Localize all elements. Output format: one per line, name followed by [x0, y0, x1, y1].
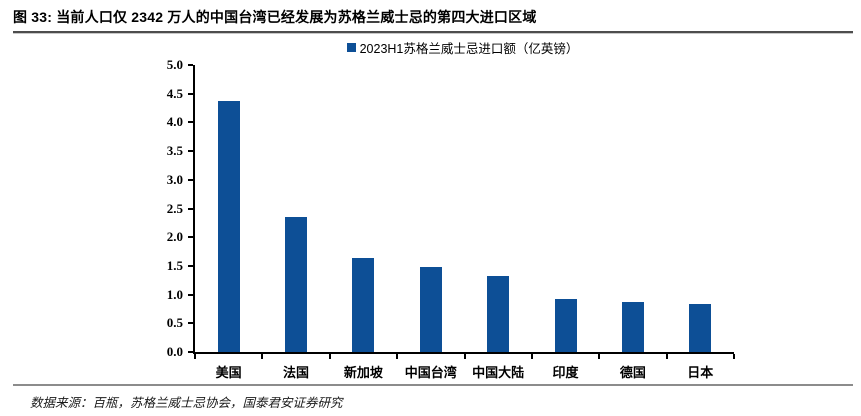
- x-axis-tick-mark: [328, 354, 331, 359]
- x-axis-tick-mark: [665, 354, 668, 359]
- x-axis-tick-mark: [194, 354, 196, 359]
- bar-中国台湾: [419, 267, 442, 352]
- y-axis-tick-mark: [188, 293, 193, 296]
- y-axis-tick-mark: [188, 121, 193, 124]
- y-axis-tick-label: 4.0: [166, 114, 183, 130]
- x-axis-category-label: 新加坡: [343, 365, 383, 380]
- bar-德国: [621, 301, 644, 352]
- x-axis-category-label: 中国台湾: [404, 365, 457, 380]
- x-axis-tick-mark: [530, 354, 533, 359]
- y-axis-tick-label: 0.5: [166, 315, 183, 331]
- x-axis-category-label: 中国大陆: [472, 365, 525, 380]
- y-axis-tick-mark: [188, 92, 193, 95]
- x-axis-category-label: 日本: [687, 365, 714, 380]
- x-axis-tick-mark: [733, 354, 735, 359]
- legend-label: 2023H1苏格兰威士忌进口额（亿英镑）: [359, 41, 579, 56]
- y-axis-tick-mark: [188, 207, 193, 210]
- y-axis-tick-mark: [188, 150, 193, 153]
- bar-法国: [285, 217, 308, 352]
- y-axis-tick-mark: [188, 264, 193, 267]
- y-axis-tick-mark: [188, 64, 193, 66]
- y-axis-tick-mark: [188, 322, 193, 325]
- y-axis-tick-label: 5.0: [166, 57, 183, 72]
- x-axis-tick-mark: [598, 354, 601, 359]
- data-source: 数据来源：百瓶，苏格兰威士忌协会，国泰君安证券研究: [30, 396, 343, 410]
- y-axis-tick-label: 2.5: [166, 200, 183, 216]
- legend-swatch-icon: [346, 42, 356, 52]
- bar-日本: [689, 304, 712, 352]
- plot-area: 0.0 0.5 1.0 1.5 2.0 2.5 3.0 3.5 4.0 4.5 5.0 美国 法国 新加坡…: [167, 57, 735, 380]
- y-axis-tick-label: 4.5: [166, 85, 183, 101]
- y-axis-tick-label: 3.5: [166, 143, 183, 159]
- y-axis-tick-label: 1.5: [166, 257, 183, 273]
- y-axis-tick-label: 0.0: [166, 344, 183, 359]
- x-axis-tick-mark: [261, 354, 264, 359]
- bar-新加坡: [352, 258, 375, 352]
- x-axis-tick-mark: [463, 354, 466, 359]
- x-axis-category-label: 法国: [283, 365, 310, 380]
- y-axis-tick-mark: [188, 236, 193, 239]
- footer-divider: [13, 384, 853, 386]
- figure-title: 图 33: 当前人口仅 2342 万人的中国台湾已经发展为苏格兰威士忌的第四大进…: [13, 9, 537, 25]
- chart-legend: 2023H1苏格兰威士忌进口额（亿英镑）: [193, 39, 732, 56]
- y-axis-tick-label: 1.0: [166, 286, 183, 302]
- bar-印度: [554, 299, 577, 352]
- x-axis-category-label: 印度: [552, 365, 579, 380]
- bar-美国: [217, 100, 240, 352]
- x-axis-tick-mark: [396, 354, 399, 359]
- x-axis-category-label: 美国: [215, 365, 242, 380]
- y-axis-tick-mark: [188, 178, 193, 181]
- y-axis-tick-label: 3.0: [166, 171, 183, 187]
- y-axis-tick-label: 2.0: [166, 229, 183, 245]
- bar-中国大陆: [487, 275, 510, 352]
- x-axis-category-label: 德国: [619, 365, 646, 380]
- title-divider: [13, 31, 853, 34]
- y-axis-tick-mark: [188, 351, 193, 353]
